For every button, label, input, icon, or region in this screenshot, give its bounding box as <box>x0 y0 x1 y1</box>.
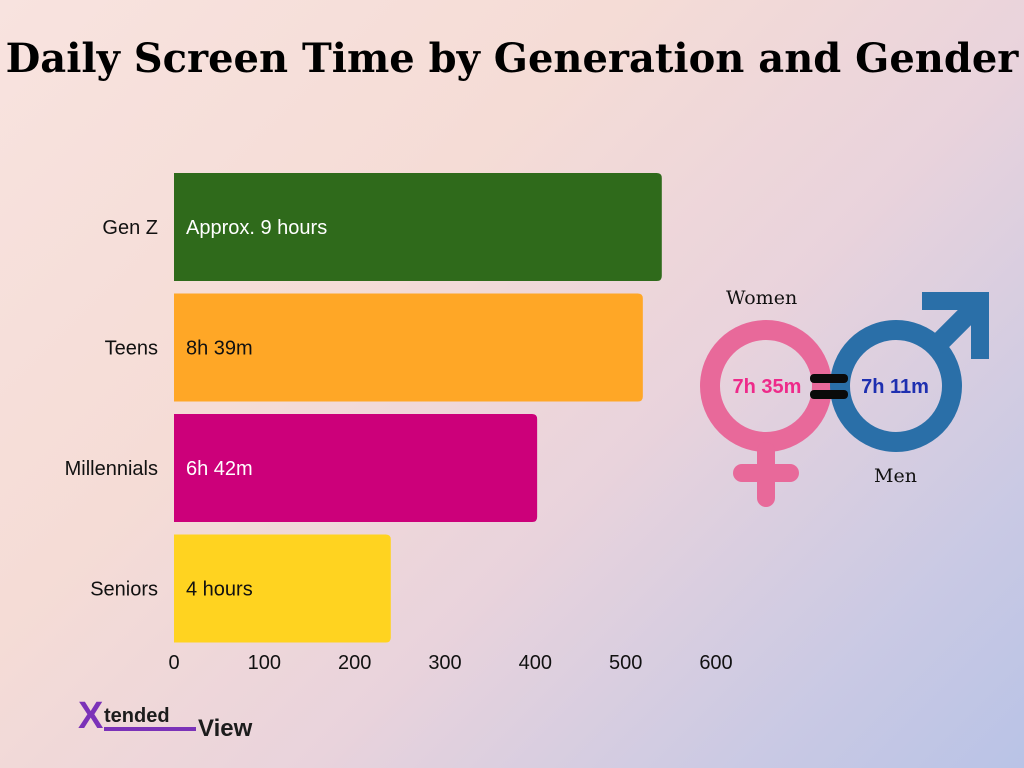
x-tick-label: 600 <box>699 652 732 674</box>
female-symbol-icon <box>700 320 832 507</box>
male-ring <box>830 320 962 452</box>
male-arrow-head <box>922 292 989 359</box>
x-tick-label: 100 <box>248 652 281 674</box>
women-label: Women <box>726 287 797 309</box>
x-axis-ticks: 0 100 200 300 400 500 600 <box>168 652 732 674</box>
bar-1 <box>174 293 643 402</box>
category-label: Millennials <box>65 458 158 480</box>
chart-title: Daily Screen Time by Generation and Gend… <box>5 35 1019 82</box>
data-labels: Approx. 9 hours 8h 39m 6h 42m 4 hours <box>186 217 327 601</box>
category-label: Gen Z <box>102 217 158 239</box>
data-label: 4 hours <box>186 579 253 601</box>
data-label: 8h 39m <box>186 338 253 360</box>
bars-layer <box>174 173 662 643</box>
gender-comparison: Women 7h 35m 7h 11m Men <box>700 287 989 507</box>
bar-0 <box>174 173 662 281</box>
category-label: Teens <box>105 338 158 360</box>
equals-icon <box>810 374 848 399</box>
x-tick-label: 200 <box>338 652 371 674</box>
men-value: 7h 11m <box>861 376 929 398</box>
data-label: Approx. 9 hours <box>186 217 327 239</box>
x-tick-label: 300 <box>428 652 461 674</box>
men-label: Men <box>874 465 917 487</box>
logo-tended: tended <box>104 705 170 727</box>
bar-chart: Gen Z Teens Millennials Seniors Approx. 9 h… <box>65 173 733 674</box>
logo-view: View <box>198 715 253 742</box>
logo-underline <box>104 727 196 731</box>
category-labels: Gen Z Teens Millennials Seniors <box>65 217 158 601</box>
x-tick-label: 0 <box>168 652 179 674</box>
x-tick-label: 400 <box>519 652 552 674</box>
category-label: Seniors <box>90 579 158 601</box>
data-label: 6h 42m <box>186 458 253 480</box>
female-crossbar <box>733 464 799 482</box>
male-arrow-shaft <box>928 296 986 354</box>
brand-logo: X tended View <box>78 700 253 742</box>
logo-x-mark: X <box>78 700 104 737</box>
bar-2 <box>174 414 538 522</box>
bar-3 <box>174 534 391 643</box>
women-value: 7h 35m <box>733 376 802 398</box>
x-tick-label: 500 <box>609 652 642 674</box>
male-symbol-icon <box>830 292 989 452</box>
